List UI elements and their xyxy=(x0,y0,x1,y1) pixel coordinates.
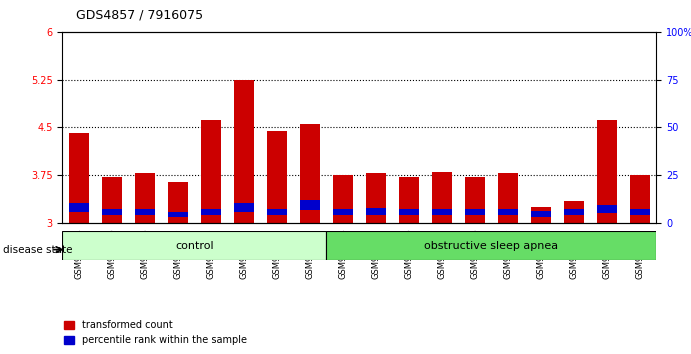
Text: obstructive sleep apnea: obstructive sleep apnea xyxy=(424,241,558,251)
Bar xyxy=(564,209,584,215)
Bar xyxy=(69,132,88,223)
Bar xyxy=(234,80,254,223)
Bar xyxy=(135,209,155,215)
Bar xyxy=(564,201,584,223)
Bar xyxy=(597,120,617,223)
Text: GDS4857 / 7916075: GDS4857 / 7916075 xyxy=(76,9,203,22)
Bar xyxy=(300,200,320,210)
Bar xyxy=(465,177,485,223)
Bar xyxy=(333,209,352,215)
Bar xyxy=(432,172,452,223)
Bar xyxy=(267,209,287,215)
Bar xyxy=(333,175,352,223)
Text: disease state: disease state xyxy=(3,245,73,255)
Bar xyxy=(498,209,518,215)
Bar xyxy=(630,209,650,215)
Bar xyxy=(465,209,485,215)
Bar xyxy=(168,182,188,223)
Bar xyxy=(366,173,386,223)
Bar xyxy=(69,202,88,212)
Bar xyxy=(630,175,650,223)
FancyBboxPatch shape xyxy=(326,231,656,260)
Bar xyxy=(300,124,320,223)
Bar xyxy=(234,202,254,212)
Bar xyxy=(102,209,122,215)
Bar xyxy=(399,209,419,215)
Bar xyxy=(201,209,220,215)
Bar xyxy=(168,212,188,217)
Bar xyxy=(267,131,287,223)
Bar xyxy=(201,120,220,223)
Legend: transformed count, percentile rank within the sample: transformed count, percentile rank withi… xyxy=(60,316,250,349)
Bar xyxy=(432,209,452,215)
Bar xyxy=(135,173,155,223)
Bar xyxy=(498,173,518,223)
FancyBboxPatch shape xyxy=(62,231,326,260)
Bar xyxy=(531,207,551,223)
Bar xyxy=(399,177,419,223)
Bar xyxy=(102,177,122,223)
Bar xyxy=(597,205,617,213)
Bar xyxy=(531,211,551,217)
Text: control: control xyxy=(175,241,214,251)
Bar xyxy=(366,209,386,215)
